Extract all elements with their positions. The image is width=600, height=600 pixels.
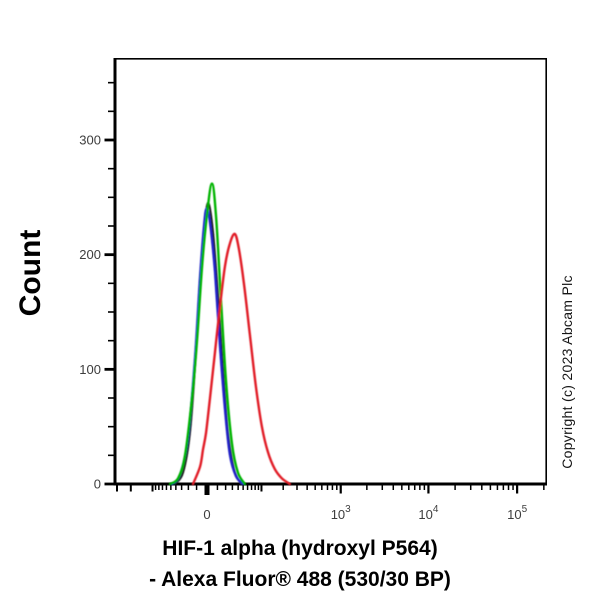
plot-box-border	[115, 58, 547, 484]
x-tick-label: 104	[418, 504, 438, 522]
figure-title-line1: HIF-1 alpha (hydroxyl P564)	[162, 537, 438, 560]
x-axis-ticks: 0 103 104 105	[115, 485, 545, 522]
x-tick-label: 105	[507, 504, 527, 522]
curve-red	[191, 232, 291, 486]
axis-lines	[113, 58, 547, 486]
y-tick-label: 200	[79, 247, 101, 262]
curve-green	[168, 182, 247, 486]
copyright-notice: Copyright (c) 2023 Abcam Plc	[559, 275, 575, 469]
histogram-curves	[168, 182, 291, 486]
y-tick-label: 100	[79, 362, 101, 377]
figure-title-line2: - Alexa Fluor® 488 (530/30 BP)	[149, 568, 451, 591]
y-axis-title: Count	[14, 229, 47, 317]
x-tick-label: 0	[203, 507, 210, 522]
figure-title: HIF-1 alpha (hydroxyl P564) - Alexa Fluo…	[0, 533, 600, 595]
y-axis-ticks: 0 100 200 300	[79, 81, 114, 492]
y-tick-label: 300	[79, 133, 101, 148]
y-tick-label: 0	[94, 477, 101, 492]
x-tick-label: 103	[331, 504, 351, 522]
